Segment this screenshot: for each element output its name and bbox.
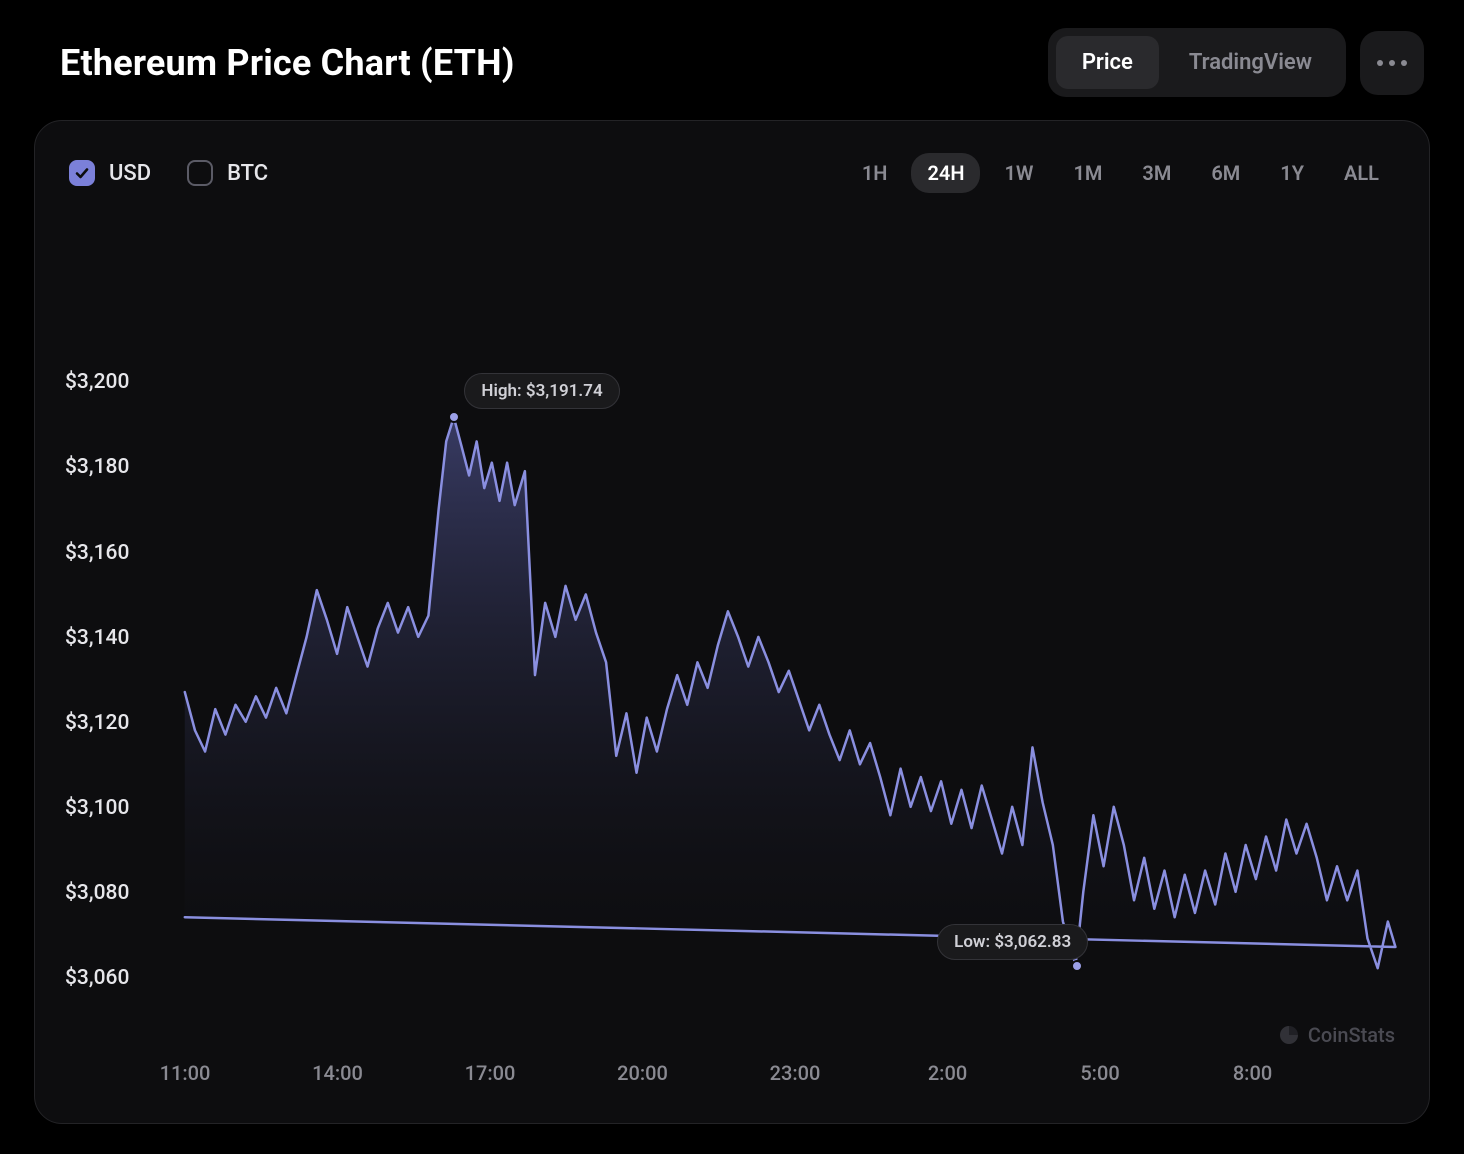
tab-price[interactable]: Price: [1056, 36, 1159, 89]
y-axis-label: $3,100: [65, 796, 129, 820]
header-controls: Price TradingView: [1048, 28, 1424, 97]
time-range-group: 1H24H1W1M3M6M1YALL: [846, 153, 1395, 193]
currency-label: BTC: [227, 161, 268, 186]
x-axis-label: 20:00: [617, 1061, 668, 1085]
range-1y[interactable]: 1Y: [1264, 153, 1320, 193]
range-24h[interactable]: 24H: [911, 153, 980, 193]
x-axis-label: 11:00: [160, 1061, 211, 1085]
y-axis-label: $3,140: [65, 626, 129, 650]
y-axis-label: $3,180: [65, 455, 129, 479]
range-1m[interactable]: 1M: [1057, 153, 1118, 193]
range-6m[interactable]: 6M: [1195, 153, 1256, 193]
low-badge: Low: $3,062.83: [937, 924, 1088, 960]
page-title: Ethereum Price Chart (ETH): [60, 42, 515, 84]
x-axis-label: 17:00: [465, 1061, 516, 1085]
checkbox-checked-icon: [69, 160, 95, 186]
range-1h[interactable]: 1H: [846, 153, 904, 193]
coinstats-logo-icon: [1278, 1024, 1300, 1046]
currency-btc[interactable]: BTC: [187, 160, 268, 186]
header-row: Ethereum Price Chart (ETH) Price Trading…: [0, 0, 1464, 97]
x-axis-label: 2:00: [928, 1061, 967, 1085]
currency-label: USD: [109, 161, 151, 186]
y-axis-label: $3,120: [65, 711, 129, 735]
y-axis-label: $3,060: [65, 966, 129, 990]
x-axis-label: 8:00: [1233, 1061, 1272, 1085]
view-tabs: Price TradingView: [1048, 28, 1346, 97]
watermark: CoinStats: [1278, 1023, 1395, 1047]
high-badge: High: $3,191.74: [464, 373, 619, 409]
currency-usd[interactable]: USD: [69, 160, 151, 186]
x-axis-label: 14:00: [312, 1061, 363, 1085]
y-axis-label: $3,080: [65, 881, 129, 905]
checkbox-unchecked-icon: [187, 160, 213, 186]
currency-toggle-group: USD BTC: [69, 160, 268, 186]
range-all[interactable]: ALL: [1328, 153, 1395, 193]
chart-area[interactable]: High: $3,191.74 Low: $3,062.83 CoinStats…: [35, 221, 1429, 1123]
range-1w[interactable]: 1W: [988, 153, 1049, 193]
ellipsis-icon: [1377, 60, 1407, 66]
chart-card: USD BTC 1H24H1W1M3M6M1YALL: [34, 120, 1430, 1124]
y-axis-label: $3,160: [65, 541, 129, 565]
more-button[interactable]: [1360, 31, 1424, 95]
y-axis-label: $3,200: [65, 370, 129, 394]
low-point-marker: [1071, 960, 1083, 972]
range-3m[interactable]: 3M: [1126, 153, 1187, 193]
x-axis-label: 23:00: [770, 1061, 821, 1085]
x-axis-label: 5:00: [1080, 1061, 1119, 1085]
watermark-text: CoinStats: [1308, 1023, 1395, 1047]
high-point-marker: [448, 411, 460, 423]
selector-row: USD BTC 1H24H1W1M3M6M1YALL: [35, 121, 1429, 193]
price-line-chart: [35, 221, 1429, 1123]
tab-tradingview[interactable]: TradingView: [1163, 36, 1338, 89]
